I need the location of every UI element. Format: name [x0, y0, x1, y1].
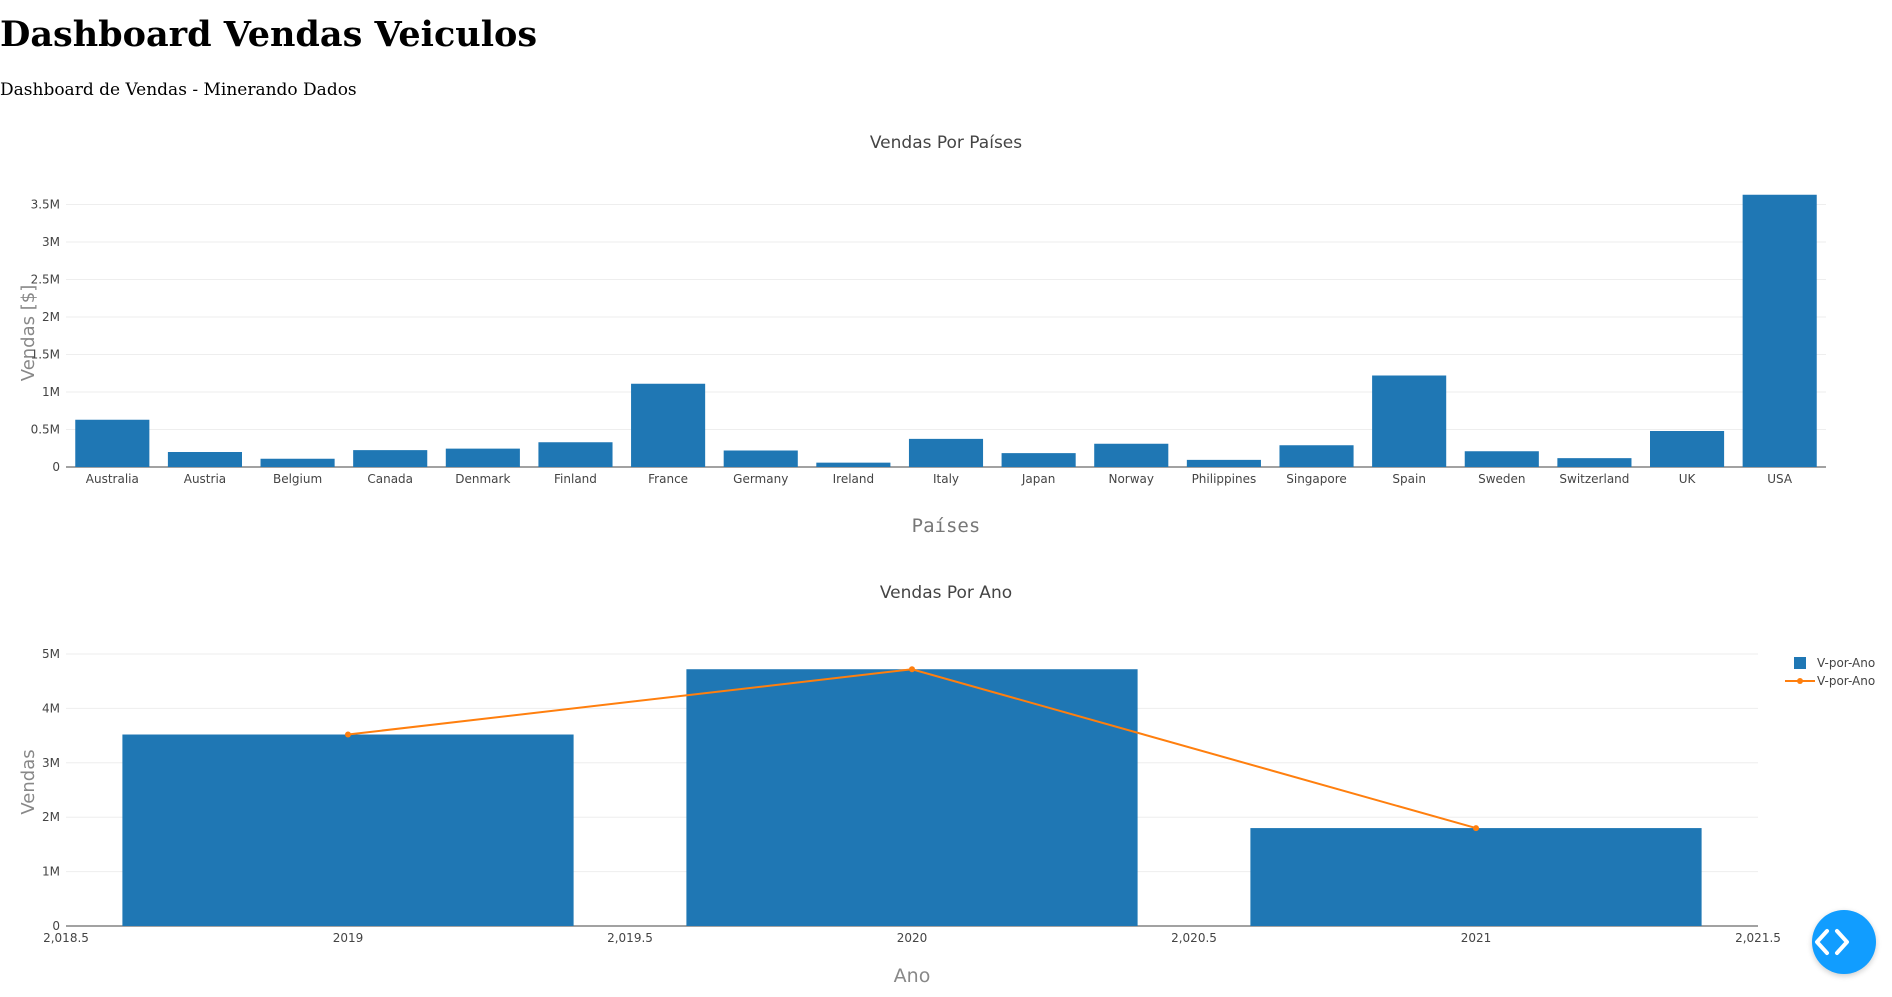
chart2-title: Vendas Por Ano [880, 583, 1012, 603]
chart1-bar-ireland[interactable] [816, 462, 891, 467]
chart1-x-tick-label: Finland [554, 472, 597, 486]
chart1-bar-germany[interactable] [723, 450, 798, 468]
chart1-x-tick-label: France [648, 472, 688, 486]
chart2-y-tick-label: 4M [42, 701, 60, 715]
chart2-x-tick-label: 2020 [897, 931, 928, 945]
chart1-bar-australia[interactable] [75, 419, 150, 467]
chart1-y-tick-label: 0.5M [31, 423, 60, 437]
chart1-y-tick-label: 1M [42, 385, 60, 399]
chart2-legend[interactable]: V-por-Ano V-por-Ano [1785, 656, 1875, 688]
sales-by-country-chart[interactable]: Vendas Por Países 0 0.5M 1M 1.5M 2M 2.5M 3M 3.5… [0, 120, 1892, 550]
chart2-y-tick-label: 2M [42, 810, 60, 824]
chart2-line-point-2021[interactable] [1473, 825, 1479, 832]
chart1-x-tick-label: Canada [367, 472, 413, 486]
chart1-x-axis-label: Países [912, 515, 981, 537]
chart2-line-point-2019[interactable] [345, 731, 351, 738]
chart1-bar-france[interactable] [631, 383, 706, 467]
chart2-x-tick-label: 2021 [1461, 931, 1492, 945]
chart1-bar-singapore[interactable] [1279, 445, 1354, 467]
page-title: Dashboard Vendas Veiculos [0, 14, 538, 55]
sales-by-year-chart[interactable]: Vendas Por Ano 0 1M 2M 3M 4M 5M 2,018.5 2019 2,… [0, 570, 1892, 997]
chart1-x-tick-label: Spain [1392, 472, 1426, 486]
chart2-x-tick-label: 2,018.5 [43, 931, 89, 945]
chart2-y-axis-label: Vendas [18, 749, 39, 814]
chart1-bar-belgium[interactable] [260, 458, 335, 467]
chart1-x-tick-label: Belgium [273, 472, 322, 486]
chart2-x-tick-label: 2,020.5 [1171, 931, 1217, 945]
chart2-bar-2019[interactable] [122, 734, 574, 926]
chart1-x-tick-label: Norway [1108, 472, 1154, 486]
chart1-x-tick-label: Switzerland [1559, 472, 1629, 486]
chart1-y-tick-label: 1.5M [31, 348, 60, 362]
chart1-x-tick-label: UK [1679, 472, 1697, 486]
debug-toggle-button[interactable] [1812, 910, 1876, 974]
chart1-bar-japan[interactable] [1001, 453, 1076, 467]
chart1-x-tick-label: Denmark [455, 472, 510, 486]
chart1-y-axis-label: Vendas [$] [18, 285, 39, 381]
chart1-bar-austria[interactable] [167, 452, 242, 467]
chart1-y-tick-label: 0 [52, 460, 60, 474]
legend-line-label: V-por-Ano [1817, 674, 1875, 688]
chart1-x-tick-label: Germany [733, 472, 788, 486]
chart1-bar-denmark[interactable] [445, 448, 520, 467]
chart1-x-tick-label: Sweden [1478, 472, 1525, 486]
chart1-bar-italy[interactable] [908, 438, 984, 467]
chart1-bar-canada[interactable] [353, 450, 428, 467]
chart2-y-tick-label: 5M [42, 647, 60, 661]
chart1-x-tick-label: Japan [1021, 472, 1055, 486]
chart1-y-tick-label: 2M [42, 310, 60, 324]
chart2-line-point-2020[interactable] [909, 666, 915, 673]
chart1-title: Vendas Por Países [870, 133, 1022, 153]
chart2-x-tick-label: 2019 [333, 931, 364, 945]
legend-line-marker [1797, 678, 1803, 684]
chart1-bar-sweden[interactable] [1464, 451, 1539, 467]
chart1-y-tick-label: 3.5M [31, 198, 60, 212]
chart1-x-tick-label: Singapore [1286, 472, 1347, 486]
chart1-x-tick-label: Italy [933, 472, 959, 486]
chart2-x-axis-label: Ano [894, 965, 931, 987]
chart2-bar-2021[interactable] [1250, 828, 1702, 926]
chart1-y-tick-label: 3M [42, 235, 60, 249]
chart2-y-tick-label: 0 [52, 919, 60, 933]
chart1-y-tick-label: 2.5M [31, 273, 60, 287]
chart1-x-tick-label: Philippines [1192, 472, 1257, 486]
chart2-y-tick-label: 3M [42, 756, 60, 770]
chart1-x-tick-label: USA [1767, 472, 1793, 486]
chart1-bar-philippines[interactable] [1186, 459, 1261, 467]
chart2-bar-2020[interactable] [686, 669, 1138, 926]
chart1-bar-norway[interactable] [1094, 443, 1169, 467]
chart2-y-tick-label: 1M [42, 865, 60, 879]
chart1-bar-uk[interactable] [1650, 431, 1725, 467]
chart1-x-tick-label: Austria [184, 472, 226, 486]
chart1-x-tick-label: Australia [86, 472, 139, 486]
chart1-x-tick-label: Ireland [833, 472, 875, 486]
chart2-x-tick-label: 2,021.5 [1735, 931, 1781, 945]
legend-bar-label: V-por-Ano [1817, 656, 1875, 670]
chart1-bar-usa[interactable] [1742, 194, 1817, 467]
chart1-bar-switzerland[interactable] [1557, 458, 1632, 467]
chart1-bar-spain[interactable] [1372, 375, 1447, 468]
legend-bar-swatch [1794, 657, 1806, 669]
chart1-bar-finland[interactable] [538, 442, 613, 467]
code-brackets-icon [1815, 929, 1849, 955]
page-subtitle: Dashboard de Vendas - Minerando Dados [0, 80, 357, 100]
chart2-x-tick-label: 2,019.5 [607, 931, 653, 945]
